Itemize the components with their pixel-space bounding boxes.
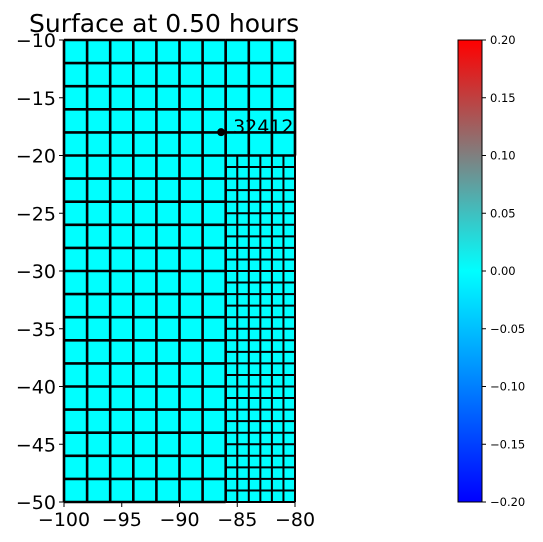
y-axis: −10 −15 −20 −25 −30 −35 −40 −45 −50 [16,30,64,514]
x-tick-label: −85 [217,509,257,531]
y-tick-label: −50 [16,492,56,514]
colorbar-tick-label: 0.15 [490,91,516,105]
colorbar-tick-label: 0.10 [490,149,516,163]
x-axis: −100 −95 −90 −85 −80 [38,502,315,531]
x-tick-label: −90 [159,509,199,531]
x-tick-label: −80 [275,509,315,531]
colorbar-tick-label: −0.05 [490,322,525,336]
patch-level-1 [64,40,226,502]
y-tick-label: −45 [16,434,56,456]
y-tick-label: −10 [16,30,56,52]
chart-title: Surface at 0.50 hours [29,9,299,38]
y-tick-label: −30 [16,261,56,283]
colorbar-tick-label: −0.10 [490,380,525,394]
y-tick-label: −25 [16,203,56,225]
y-tick-label: −15 [16,88,56,110]
gauge-label: 32412 [233,116,293,138]
gauge-point [217,128,225,136]
colorbar-tick-label: 0.05 [490,206,516,220]
colorbar-tick-label: −0.15 [490,437,525,451]
colorbar-tick-label: 0.00 [490,264,516,278]
plot-area [64,40,295,502]
x-tick-label: −95 [102,509,142,531]
y-tick-label: −40 [16,377,56,399]
colorbar-tick-label: −0.20 [490,495,525,509]
colorbar-tick-label: 0.20 [490,33,516,47]
y-tick-label: −20 [16,146,56,168]
y-tick-label: −35 [16,319,56,341]
colorbar-gradient [458,40,482,502]
colorbar: 0.20 0.15 0.10 0.05 0.00 −0.05 −0.10 −0.15 −0.20 [458,33,525,509]
